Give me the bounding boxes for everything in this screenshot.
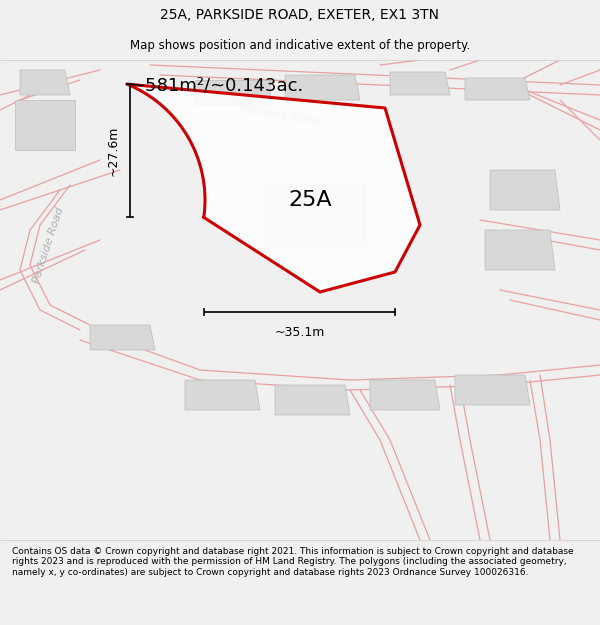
- Polygon shape: [20, 70, 70, 95]
- Polygon shape: [390, 72, 450, 95]
- Polygon shape: [90, 325, 155, 350]
- Polygon shape: [185, 380, 260, 410]
- Polygon shape: [465, 78, 530, 100]
- Polygon shape: [15, 100, 75, 150]
- Polygon shape: [455, 375, 530, 405]
- Text: ~35.1m: ~35.1m: [274, 326, 325, 339]
- Text: ~581m²/~0.143ac.: ~581m²/~0.143ac.: [130, 76, 303, 94]
- Text: Parkside Road: Parkside Road: [31, 206, 65, 284]
- Polygon shape: [275, 385, 350, 415]
- Text: Map shows position and indicative extent of the property.: Map shows position and indicative extent…: [130, 39, 470, 51]
- Polygon shape: [127, 84, 420, 292]
- Polygon shape: [370, 380, 440, 410]
- Text: ~27.6m: ~27.6m: [107, 126, 120, 176]
- Text: Parkside Road: Parkside Road: [240, 103, 320, 127]
- Polygon shape: [265, 185, 365, 245]
- Polygon shape: [285, 75, 360, 100]
- Polygon shape: [195, 80, 270, 105]
- Text: 25A: 25A: [288, 190, 332, 210]
- Polygon shape: [490, 170, 560, 210]
- Text: 25A, PARKSIDE ROAD, EXETER, EX1 3TN: 25A, PARKSIDE ROAD, EXETER, EX1 3TN: [161, 8, 439, 22]
- Polygon shape: [485, 230, 555, 270]
- Text: Contains OS data © Crown copyright and database right 2021. This information is : Contains OS data © Crown copyright and d…: [12, 547, 574, 577]
